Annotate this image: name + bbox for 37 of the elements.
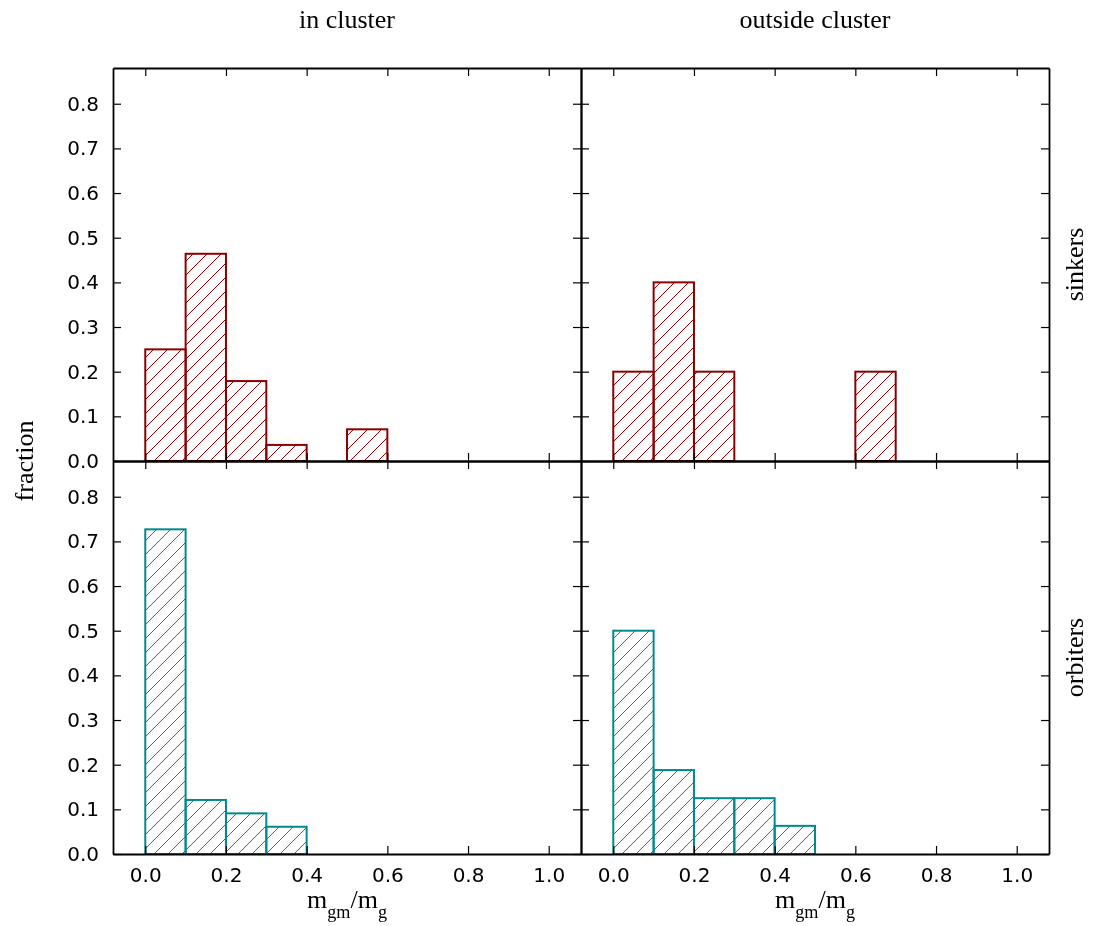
y-tick-label: 0.5 xyxy=(67,225,99,250)
y-tick-label: 0.8 xyxy=(67,91,99,116)
x-axis-title: m$_{gm}$/m$_{g}$ xyxy=(306,885,388,922)
y-tick-label: 0.3 xyxy=(67,707,99,732)
y-tick-label: 0.6 xyxy=(67,180,99,205)
x-axis-title: m$_{gm}$/m$_{g}$ xyxy=(774,885,856,922)
x-tick-label: 0.2 xyxy=(678,863,711,888)
x-tick-label: 1.0 xyxy=(1001,863,1034,888)
x-tick-label: 0.0 xyxy=(597,863,630,888)
x-tick-label: 0.6 xyxy=(839,863,872,888)
y-tick-label: 0.7 xyxy=(67,529,99,554)
y-tick-label: 0.2 xyxy=(67,752,99,777)
y-tick-label: 0.1 xyxy=(67,797,99,822)
x-tick-label: 0.2 xyxy=(210,863,243,888)
y-tick-label: 0.7 xyxy=(67,136,99,161)
y-tick-label: 0.4 xyxy=(67,663,99,688)
x-tick-label: 0.4 xyxy=(291,863,324,888)
x-tick-label: 0.4 xyxy=(759,863,792,888)
y-tick-label: 0.8 xyxy=(67,484,99,509)
y-tick-label: 0.0 xyxy=(67,448,99,473)
chart-title: outside cluster xyxy=(739,5,891,34)
y-tick-label: 0.0 xyxy=(67,841,99,866)
y-tick-label: 0.5 xyxy=(67,618,99,643)
y-tick-label: 0.1 xyxy=(67,404,99,429)
x-tick-label: 1.0 xyxy=(533,863,566,888)
chart-title: in cluster xyxy=(298,5,396,34)
x-tick-label: 0.6 xyxy=(371,863,404,888)
x-tick-label: 0.0 xyxy=(129,863,162,888)
y-tick-label: 0.4 xyxy=(67,270,99,295)
y-tick-label: 0.2 xyxy=(67,359,99,384)
x-tick-label: 0.8 xyxy=(452,863,485,888)
y-tick-label: 0.6 xyxy=(67,573,99,598)
x-tick-label: 0.8 xyxy=(920,863,953,888)
y-tick-label: 0.3 xyxy=(67,314,99,339)
y2-axis-title: sinkers xyxy=(1060,227,1089,302)
y-axis-title: fraction xyxy=(10,420,39,502)
y2-axis-title: orbiters xyxy=(1060,617,1089,698)
